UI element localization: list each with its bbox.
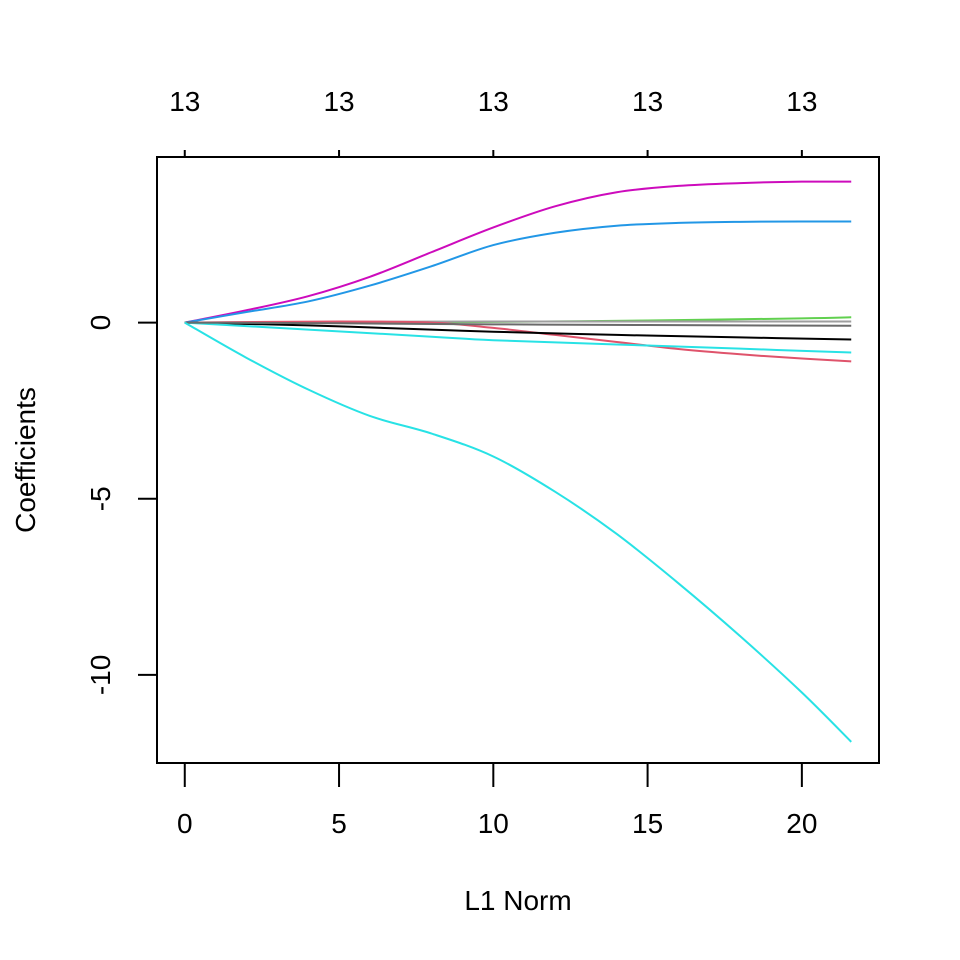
plot-frame	[156, 156, 880, 764]
top-tick-label: 13	[169, 86, 200, 117]
x-tick-label: 15	[632, 808, 663, 839]
top-tick-label: 13	[478, 86, 509, 117]
y-tick-label: -5	[85, 486, 116, 511]
series-line-5	[184, 320, 852, 363]
series-line-2	[184, 220, 852, 324]
x-axis-title: L1 Norm	[464, 885, 571, 916]
y-tick-label: -10	[85, 655, 116, 695]
x-tick-label: 10	[478, 808, 509, 839]
x-tick-label: 5	[331, 808, 347, 839]
series-line-8	[184, 321, 852, 327]
series-layer	[184, 180, 852, 743]
top-tick-label: 13	[786, 86, 817, 117]
y-axis-title: Coefficients	[10, 387, 41, 533]
y-axis: 0 -5 -10	[85, 315, 158, 695]
series-line-7	[184, 321, 852, 354]
series-line-1	[184, 180, 852, 324]
series-line-6	[184, 321, 852, 341]
top-tick-label: 13	[323, 86, 354, 117]
top-axis: 13 13 13 13 13	[169, 86, 817, 158]
x-tick-label: 20	[786, 808, 817, 839]
series-line-9	[184, 321, 852, 743]
top-tick-label: 13	[632, 86, 663, 117]
x-axis: 0 5 10 15 20	[177, 762, 817, 839]
y-tick-label: 0	[85, 315, 116, 331]
x-tick-label: 0	[177, 808, 193, 839]
